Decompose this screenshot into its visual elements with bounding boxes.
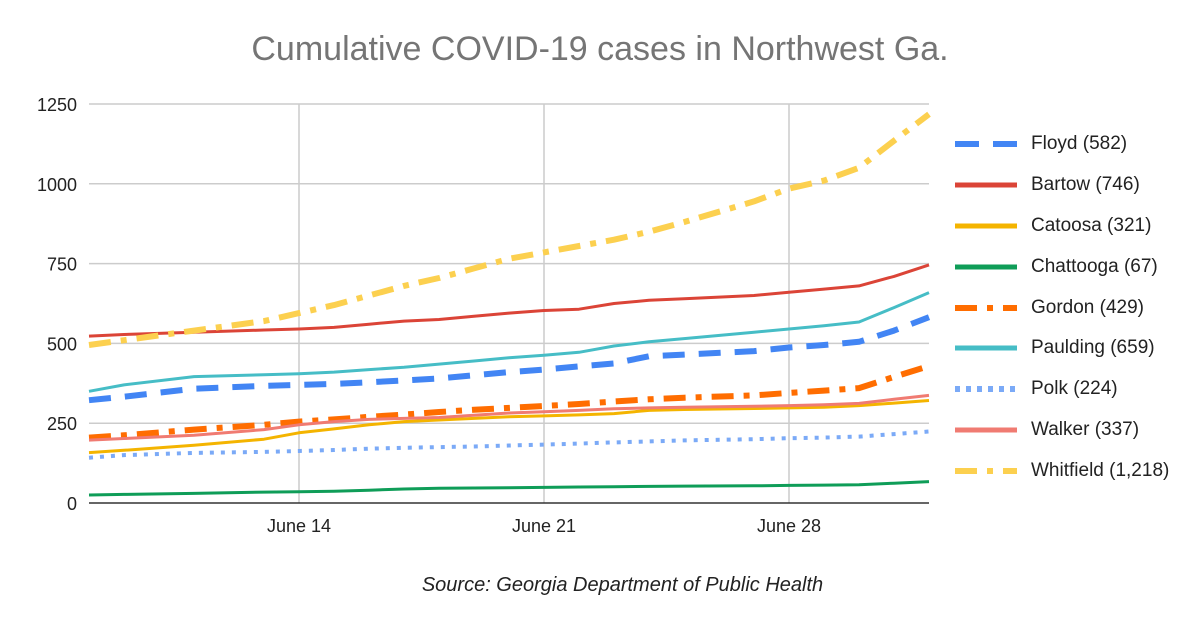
series-line-walker (88, 393, 930, 442)
series-line-chattooga (88, 480, 930, 497)
y-tick-label: 750 (47, 255, 77, 275)
source-note: Source: Georgia Department of Public Hea… (421, 574, 824, 596)
chart-legend: Floyd (582) Bartow (746) Catoosa (321) Chat… (955, 124, 1169, 491)
chart-title: Cumulative COVID-19 cases in Northwest G… (251, 30, 949, 68)
series-layer (88, 111, 931, 497)
legend-item-paulding: Paulding (659) (955, 328, 1169, 369)
legend-label: Floyd (582) (1031, 133, 1128, 155)
legend-item-catoosa: Catoosa (321) (955, 206, 1169, 247)
series-line-polk (88, 429, 930, 460)
legend-swatch (955, 345, 1017, 351)
legend-label: Paulding (659) (1031, 337, 1155, 359)
series-line-floyd (88, 314, 931, 404)
legend-label: Bartow (746) (1031, 174, 1140, 196)
legend-label: Gordon (429) (1031, 296, 1145, 318)
legend-swatch (955, 304, 1017, 311)
legend-swatch (955, 427, 1017, 433)
legend-swatch (955, 223, 1017, 229)
series-line-whitfield (88, 111, 931, 348)
legend-label: Walker (337) (1031, 418, 1140, 440)
legend-item-gordon: Gordon (429) (955, 287, 1169, 328)
y-tick-label: 500 (47, 334, 77, 354)
y-tick-label: 250 (47, 414, 77, 434)
grid-layer (89, 103, 929, 503)
legend-item-bartow: Bartow (746) (955, 165, 1169, 206)
series-line-bartow (88, 263, 930, 338)
legend-swatch (955, 141, 1017, 148)
legend-swatch (955, 386, 1017, 393)
axis-layer: 0 250 500 750 1000 1250 June 14 June 21 June 28 (37, 95, 929, 536)
legend-swatch (955, 467, 1017, 474)
legend-label: Whitfield (1,218) (1031, 459, 1170, 481)
legend-label: Polk (224) (1031, 378, 1118, 400)
y-tick-label: 0 (67, 494, 77, 514)
x-tick-label: June 14 (267, 516, 331, 536)
x-tick-label: June 28 (757, 516, 821, 536)
legend-swatch (955, 182, 1017, 188)
legend-item-floyd: Floyd (582) (955, 124, 1169, 165)
x-tick-label: June 21 (512, 516, 576, 536)
legend-item-polk: Polk (224) (955, 369, 1169, 410)
series-line-gordon (88, 363, 930, 441)
series-line-paulding (88, 291, 930, 393)
legend-item-whitfield: Whitfield (1,218) (955, 450, 1169, 491)
legend-label: Catoosa (321) (1031, 214, 1152, 236)
legend-item-chattooga: Chattooga (67) (955, 246, 1169, 287)
legend-item-walker: Walker (337) (955, 410, 1169, 451)
y-tick-label: 1000 (37, 175, 77, 195)
legend-label: Chattooga (67) (1031, 255, 1158, 277)
y-tick-label: 1250 (37, 95, 77, 115)
series-line-catoosa (88, 399, 930, 455)
legend-swatch (955, 264, 1017, 270)
